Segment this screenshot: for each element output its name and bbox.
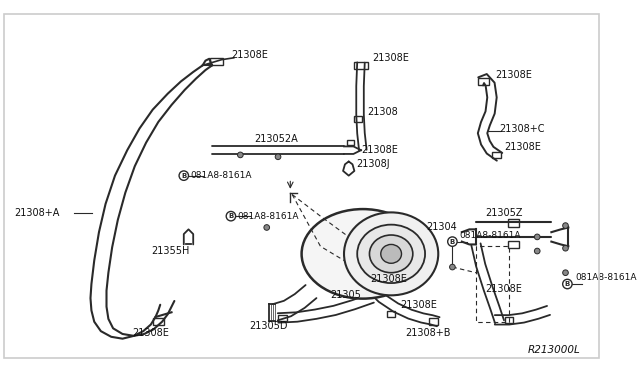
Text: 21305D: 21305D xyxy=(249,321,287,331)
Circle shape xyxy=(534,248,540,254)
Text: B: B xyxy=(564,281,570,287)
Text: 213052A: 213052A xyxy=(255,134,298,144)
Bar xyxy=(347,140,355,145)
Text: 21308E: 21308E xyxy=(231,50,268,60)
Text: 21355H: 21355H xyxy=(151,246,189,256)
Bar xyxy=(508,219,519,227)
Circle shape xyxy=(237,152,243,158)
Text: R213000L: R213000L xyxy=(528,345,580,355)
Text: 21308+B: 21308+B xyxy=(405,328,451,338)
Circle shape xyxy=(179,171,189,180)
Text: 081A8-8161A: 081A8-8161A xyxy=(237,212,299,221)
Text: 21308+A: 21308+A xyxy=(14,208,60,218)
Text: 21308E: 21308E xyxy=(371,274,407,284)
Circle shape xyxy=(534,234,540,240)
Text: 081A8-8161A: 081A8-8161A xyxy=(575,273,636,282)
Text: 081A8-8161A: 081A8-8161A xyxy=(190,171,252,180)
Text: B: B xyxy=(181,173,186,179)
Ellipse shape xyxy=(344,212,438,295)
Circle shape xyxy=(563,270,568,276)
Bar xyxy=(355,62,367,69)
Ellipse shape xyxy=(369,235,413,273)
Text: 21308E: 21308E xyxy=(361,145,398,155)
Text: 21308E: 21308E xyxy=(132,328,169,338)
Bar xyxy=(508,241,519,248)
Ellipse shape xyxy=(381,244,401,263)
Bar xyxy=(492,152,501,158)
Bar xyxy=(505,317,513,323)
Text: 21308: 21308 xyxy=(367,108,398,118)
Bar xyxy=(153,318,164,325)
Ellipse shape xyxy=(301,209,424,299)
Bar xyxy=(387,311,395,317)
Circle shape xyxy=(264,225,269,230)
Text: 21308E: 21308E xyxy=(401,300,437,310)
Text: 21308J: 21308J xyxy=(356,159,390,169)
Bar xyxy=(429,318,438,325)
Text: B: B xyxy=(450,238,455,245)
Text: 21308E: 21308E xyxy=(495,70,532,80)
Bar xyxy=(278,315,287,321)
Ellipse shape xyxy=(357,225,425,283)
Circle shape xyxy=(449,264,455,270)
Circle shape xyxy=(275,154,281,160)
Circle shape xyxy=(563,223,568,228)
Text: 21308+C: 21308+C xyxy=(500,124,545,134)
Text: B: B xyxy=(228,213,234,219)
Text: 21308E: 21308E xyxy=(485,284,522,294)
Circle shape xyxy=(563,246,568,251)
Circle shape xyxy=(226,211,236,221)
Circle shape xyxy=(448,237,457,246)
Text: 081A8-8161A: 081A8-8161A xyxy=(459,231,520,240)
Bar xyxy=(210,58,223,65)
Text: 21304: 21304 xyxy=(426,222,457,232)
Circle shape xyxy=(563,279,572,289)
Bar xyxy=(478,78,489,85)
Text: 21308E: 21308E xyxy=(372,53,409,63)
Text: 21308E: 21308E xyxy=(504,142,541,153)
Text: 21305: 21305 xyxy=(330,290,361,300)
Text: 21305Z: 21305Z xyxy=(485,208,523,218)
Bar xyxy=(354,116,362,122)
